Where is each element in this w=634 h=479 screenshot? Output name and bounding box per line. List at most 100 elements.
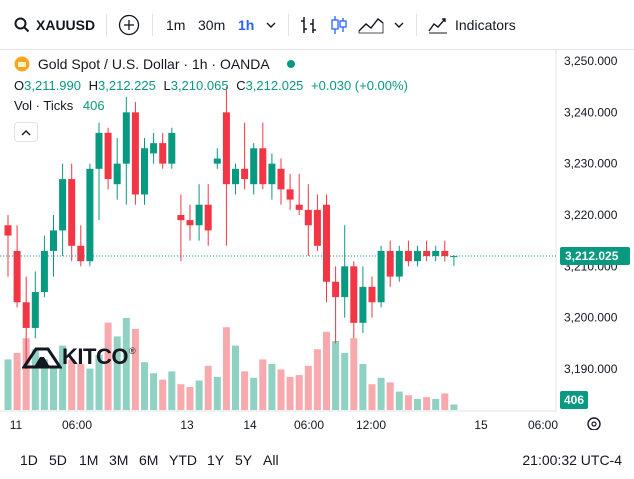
- candle-body: [150, 143, 158, 154]
- time-tick-label: 06:00: [528, 418, 558, 430]
- volume-bar: [159, 379, 167, 410]
- volume-bar: [423, 397, 431, 410]
- time-tick-label: 06:00: [62, 418, 92, 430]
- volume-bar: [268, 364, 276, 410]
- toolbar-divider: [416, 14, 417, 36]
- kitco-watermark: KITCO ®: [22, 344, 136, 370]
- candle-body: [222, 112, 230, 185]
- candle-body: [377, 250, 385, 303]
- toolbar-divider: [152, 14, 153, 36]
- candle-body: [441, 250, 449, 257]
- ohlc-key: O: [14, 78, 25, 93]
- volume-bar: [250, 377, 258, 410]
- volume-bar: [104, 322, 112, 410]
- live-dot: [286, 60, 295, 68]
- current-price-badge: [560, 246, 630, 265]
- area-style-button[interactable]: [358, 0, 384, 50]
- range-1d[interactable]: 1D: [20, 452, 38, 468]
- volume-bar: [286, 376, 294, 410]
- candle-body: [104, 132, 112, 180]
- kitco-label: KITCO: [62, 344, 128, 369]
- settings-gear-icon[interactable]: [587, 417, 601, 431]
- volume-bar: [441, 393, 449, 410]
- volume-bar: [323, 331, 330, 410]
- range-6m[interactable]: 6M: [139, 452, 159, 468]
- indicators-label: Indicators: [455, 17, 516, 33]
- price-change: +0.030 (+0.00%): [311, 78, 408, 93]
- range-1m[interactable]: 1M: [79, 452, 99, 468]
- volume-bar: [50, 365, 57, 410]
- candle-body: [113, 163, 121, 185]
- candle-body: [295, 204, 303, 210]
- volume-bar: [277, 369, 285, 410]
- volume-bar: [122, 318, 130, 410]
- candle-body: [204, 204, 212, 231]
- chart-style-dropdown[interactable]: [394, 0, 404, 50]
- kitco-logo-icon: [22, 347, 62, 369]
- chevron-down-icon: [266, 22, 276, 28]
- volume-bar: [68, 359, 76, 410]
- volume-label: Vol · Ticks: [14, 98, 74, 113]
- volume-bar: [86, 368, 94, 410]
- bars-style-button[interactable]: [300, 0, 318, 50]
- ohlc-close: 3,212.025: [245, 78, 304, 93]
- range-3m[interactable]: 3M: [109, 452, 129, 468]
- volume-badge-label: 406: [564, 393, 584, 407]
- candle-body: [423, 250, 431, 257]
- symbol-search[interactable]: XAUUSD: [14, 0, 95, 50]
- interval-1h[interactable]: 1h: [238, 17, 255, 33]
- volume-bar: [341, 352, 349, 410]
- gear-center: [591, 421, 597, 427]
- registered-mark: ®: [128, 346, 136, 356]
- interval-dropdown[interactable]: [266, 0, 276, 50]
- compare-button[interactable]: [118, 0, 140, 50]
- collapse-legend-button[interactable]: [14, 122, 38, 142]
- interval-1m[interactable]: 1m: [166, 17, 186, 33]
- candle-body: [59, 179, 67, 231]
- candle-body: [286, 189, 294, 200]
- volume-bar: [77, 364, 85, 410]
- volume-bar: [450, 404, 458, 410]
- ohlc-low: 3,210.065: [170, 78, 229, 93]
- candle-body: [241, 168, 249, 180]
- chevron-down-icon: [394, 22, 404, 28]
- indicators-button[interactable]: Indicators: [428, 0, 516, 50]
- volume-legend: Vol · Ticks 406: [14, 98, 105, 113]
- candle-body: [86, 168, 94, 262]
- clock-timezone[interactable]: 21:00:32 UTC-4: [522, 452, 622, 468]
- volume-value: 406: [82, 98, 105, 113]
- candle-body: [232, 168, 239, 185]
- price-tick-label: 3,250.000: [564, 54, 618, 68]
- candle-body: [450, 256, 458, 258]
- volume-bar: [4, 359, 12, 410]
- price-tick-label: 3,200.000: [564, 311, 618, 325]
- candle-body: [268, 163, 276, 185]
- candle-body: [368, 286, 376, 303]
- range-1y[interactable]: 1Y: [207, 452, 225, 468]
- range-5y[interactable]: 5Y: [235, 452, 253, 468]
- volume-bar: [131, 329, 139, 410]
- range-all[interactable]: All: [263, 452, 279, 468]
- volume-bar: [204, 365, 212, 410]
- range-ytd[interactable]: YTD: [169, 452, 197, 468]
- chart-canvas[interactable]: 3,250.000 3,240.000 3,230.000 3,220.000 3,21…: [0, 50, 634, 432]
- candle-body: [350, 266, 358, 323]
- candle-body: [159, 143, 167, 164]
- time-tick-label: 11: [10, 418, 23, 430]
- price-tick-label: 3,220.000: [564, 208, 618, 222]
- interval-30m[interactable]: 30m: [198, 17, 226, 33]
- time-tick-label: 12:00: [356, 418, 386, 430]
- volume-bar: [350, 338, 358, 410]
- volume-bar: [59, 345, 67, 410]
- ohlc-key: H: [88, 78, 99, 93]
- candle-body: [77, 245, 85, 262]
- candle-body: [359, 286, 367, 323]
- volume-bar: [295, 375, 303, 410]
- toolbar-divider: [288, 14, 289, 36]
- bars-icon: [301, 17, 316, 33]
- range-5d[interactable]: 5D: [49, 452, 67, 468]
- candlestick-icon: [331, 16, 347, 34]
- candles-style-button[interactable]: [330, 0, 348, 50]
- price-chart[interactable]: 3,250.000 3,240.000 3,230.000 3,220.000 3,21…: [0, 50, 634, 432]
- candle-body: [131, 112, 139, 195]
